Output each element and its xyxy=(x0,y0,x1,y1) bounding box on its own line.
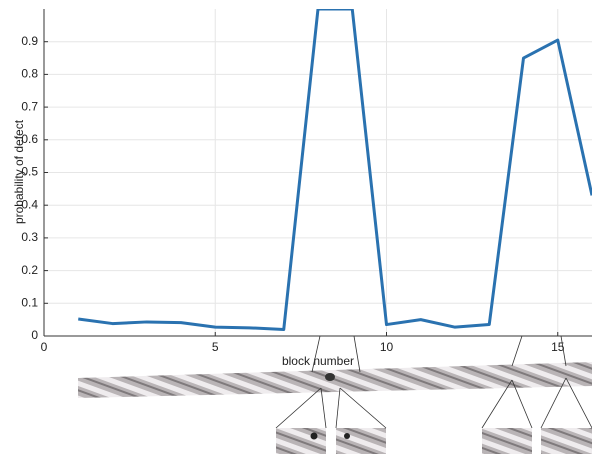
y-tick-label: 0.2 xyxy=(21,263,38,277)
thumbnail xyxy=(541,428,592,454)
x-tick-label: 15 xyxy=(551,340,565,354)
chart: probability of defect block number 00.10… xyxy=(0,0,592,454)
x-axis-label: block number xyxy=(282,354,354,368)
defect-spot xyxy=(344,433,350,439)
defect-spot xyxy=(325,373,335,381)
x-tick-label: 5 xyxy=(212,340,219,354)
y-tick-label: 0 xyxy=(31,328,38,342)
y-tick-label: 0.8 xyxy=(21,67,38,81)
thumbnail xyxy=(336,428,386,454)
y-tick-label: 0.7 xyxy=(21,99,38,113)
y-tick-label: 0.3 xyxy=(21,230,38,244)
y-tick-label: 0.1 xyxy=(21,295,38,309)
y-tick-label: 0.5 xyxy=(21,165,38,179)
y-tick-label: 0.9 xyxy=(21,34,38,48)
defect-spot xyxy=(311,433,318,440)
page: probability of defect block number 00.10… xyxy=(0,0,592,454)
x-tick-label: 0 xyxy=(41,340,48,354)
thumbnail xyxy=(276,428,326,454)
y-tick-label: 0.4 xyxy=(21,197,38,211)
thumbnail xyxy=(482,428,532,454)
y-tick-label: 0.6 xyxy=(21,132,38,146)
data-line xyxy=(78,9,592,329)
x-tick-label: 10 xyxy=(380,340,394,354)
